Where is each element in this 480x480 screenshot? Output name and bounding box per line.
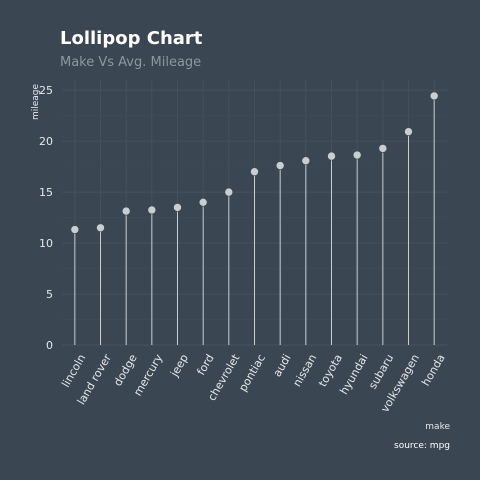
lollipop-point [352, 150, 362, 160]
y-tick-label: 5 [46, 288, 53, 301]
y-tick-label: 15 [39, 186, 53, 199]
lollipop-point [275, 161, 285, 170]
lollipops [70, 91, 439, 345]
lollipop-point [198, 198, 208, 207]
lollipop-point [173, 203, 182, 212]
y-tick-label: 0 [46, 339, 53, 352]
y-axis-label: mileage [31, 84, 41, 121]
lollipop-point [404, 127, 413, 136]
lollipop-point [147, 205, 157, 215]
lollipop-point [250, 167, 259, 177]
lollipop-point [429, 91, 439, 101]
lollipop-point [378, 144, 388, 153]
x-axis-label: make [425, 422, 450, 432]
y-tick-label: 20 [39, 135, 53, 148]
lollipop-point [327, 151, 336, 161]
x-tick-label: jeep [167, 352, 191, 380]
lollipop-point [121, 206, 131, 216]
x-tick-label: honda [419, 352, 447, 388]
chart-title: Lollipop Chart [60, 28, 203, 49]
lollipop-point [224, 187, 234, 197]
y-tick-label: 25 [39, 84, 53, 97]
lollipop-point [301, 156, 311, 166]
chart-subtitle: Make Vs Avg. Mileage [60, 55, 201, 70]
x-tick-label: audi [271, 352, 294, 379]
y-tick-label: 10 [39, 237, 53, 250]
x-tick-label: nissan [290, 352, 319, 389]
y-axis-ticks: 0 5 10 15 20 25 [39, 84, 53, 352]
lollipop-point [96, 223, 105, 233]
lollipop-point [70, 225, 80, 234]
x-tick-label: ford [194, 352, 216, 377]
chart-caption: source: mpg [394, 441, 450, 451]
